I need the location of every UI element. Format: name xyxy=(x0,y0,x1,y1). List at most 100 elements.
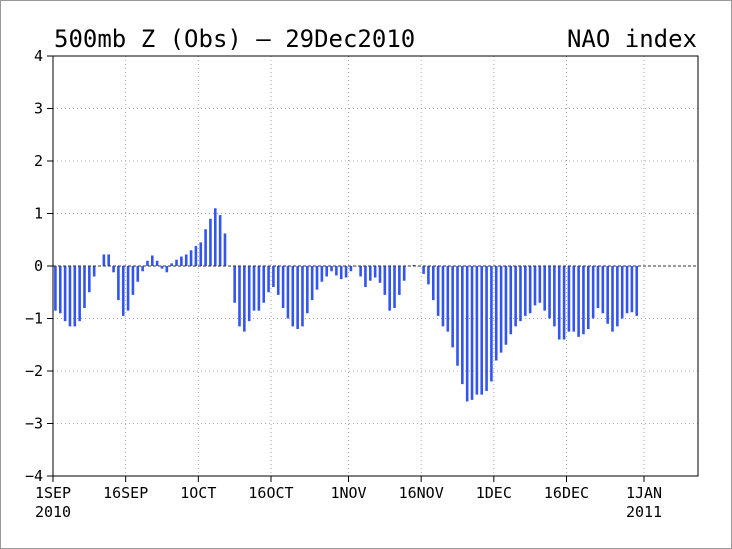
x-tick-label: 1OCT xyxy=(180,484,216,502)
bar xyxy=(151,255,154,266)
y-tick-label: 1 xyxy=(34,205,43,223)
bar xyxy=(68,266,72,327)
bar xyxy=(625,266,629,314)
y-tick-label: −1 xyxy=(25,310,43,328)
bar xyxy=(73,266,77,327)
bar xyxy=(136,266,140,282)
bar xyxy=(88,266,91,293)
bar xyxy=(630,266,634,313)
bar xyxy=(301,266,304,327)
bar xyxy=(383,266,387,295)
bar xyxy=(490,266,493,382)
x-tick-label: 1JAN xyxy=(626,484,662,502)
bar xyxy=(184,254,188,266)
bar xyxy=(165,266,169,273)
bar xyxy=(538,266,542,303)
bar xyxy=(131,266,135,295)
bar xyxy=(591,266,595,319)
bar xyxy=(412,264,416,266)
bar xyxy=(117,266,120,301)
bar xyxy=(543,266,546,311)
bar xyxy=(528,266,532,314)
x-tick-label: 16SEP xyxy=(103,484,148,502)
x-tick-label: 1NOV xyxy=(330,484,366,502)
bar xyxy=(330,266,333,272)
bar xyxy=(267,266,270,293)
bar xyxy=(373,266,377,278)
bar xyxy=(465,266,469,402)
bar xyxy=(582,266,585,335)
bar xyxy=(451,266,454,348)
bar xyxy=(499,266,503,353)
bar xyxy=(369,266,372,281)
x-tick-label: 16NOV xyxy=(399,484,444,502)
bar xyxy=(281,266,285,308)
bar xyxy=(58,266,62,314)
bar xyxy=(107,254,111,266)
bar xyxy=(238,266,241,327)
bar xyxy=(335,266,338,276)
bar xyxy=(175,259,178,266)
y-tick-label: 2 xyxy=(34,152,43,170)
bar xyxy=(272,266,275,287)
x-tick-label: 16DEC xyxy=(544,484,589,502)
bar xyxy=(83,266,86,308)
bar xyxy=(577,266,580,337)
bar xyxy=(514,266,517,327)
bar xyxy=(112,266,115,273)
bar xyxy=(548,266,551,319)
bar xyxy=(92,266,96,277)
bar xyxy=(180,256,183,266)
bar xyxy=(378,266,382,283)
bar xyxy=(509,266,513,335)
bar xyxy=(78,266,81,322)
bar xyxy=(223,233,227,266)
y-tick-label: 0 xyxy=(34,257,43,275)
bar xyxy=(126,266,130,311)
bar xyxy=(306,266,309,314)
bar xyxy=(204,229,207,266)
bar xyxy=(441,266,445,327)
x-tick-year: 2010 xyxy=(35,503,71,521)
bar xyxy=(388,266,391,311)
chart-title-right: NAO index xyxy=(567,25,697,53)
y-tick-label: 3 xyxy=(34,100,43,118)
bar xyxy=(620,266,624,319)
bar xyxy=(519,266,522,322)
bar xyxy=(456,266,459,366)
bar xyxy=(102,254,106,266)
bar xyxy=(480,266,484,395)
bar xyxy=(504,266,508,345)
bar xyxy=(146,260,149,266)
bar xyxy=(291,266,295,327)
bar xyxy=(398,266,401,295)
bar xyxy=(601,266,605,314)
bar xyxy=(286,266,290,319)
bar xyxy=(436,266,440,316)
bar xyxy=(475,266,479,395)
bar xyxy=(611,266,614,332)
bar xyxy=(553,266,556,327)
bar xyxy=(557,266,561,340)
bar xyxy=(572,266,576,332)
bar xyxy=(54,266,57,311)
x-tick-label: 1DEC xyxy=(476,484,512,502)
bar xyxy=(616,266,619,327)
bar xyxy=(121,266,125,316)
bar xyxy=(141,266,144,272)
bar xyxy=(567,266,571,332)
bar xyxy=(189,250,193,266)
y-tick-label: 4 xyxy=(34,47,43,65)
bar xyxy=(494,266,498,361)
y-tick-label: −2 xyxy=(25,362,43,380)
bar xyxy=(485,266,488,391)
bar xyxy=(213,208,217,266)
bar xyxy=(262,266,266,303)
bar xyxy=(296,266,299,329)
bar xyxy=(194,246,198,266)
bar xyxy=(586,266,590,329)
y-tick-label: −4 xyxy=(25,467,43,485)
bar xyxy=(160,266,164,269)
bar xyxy=(364,266,367,287)
